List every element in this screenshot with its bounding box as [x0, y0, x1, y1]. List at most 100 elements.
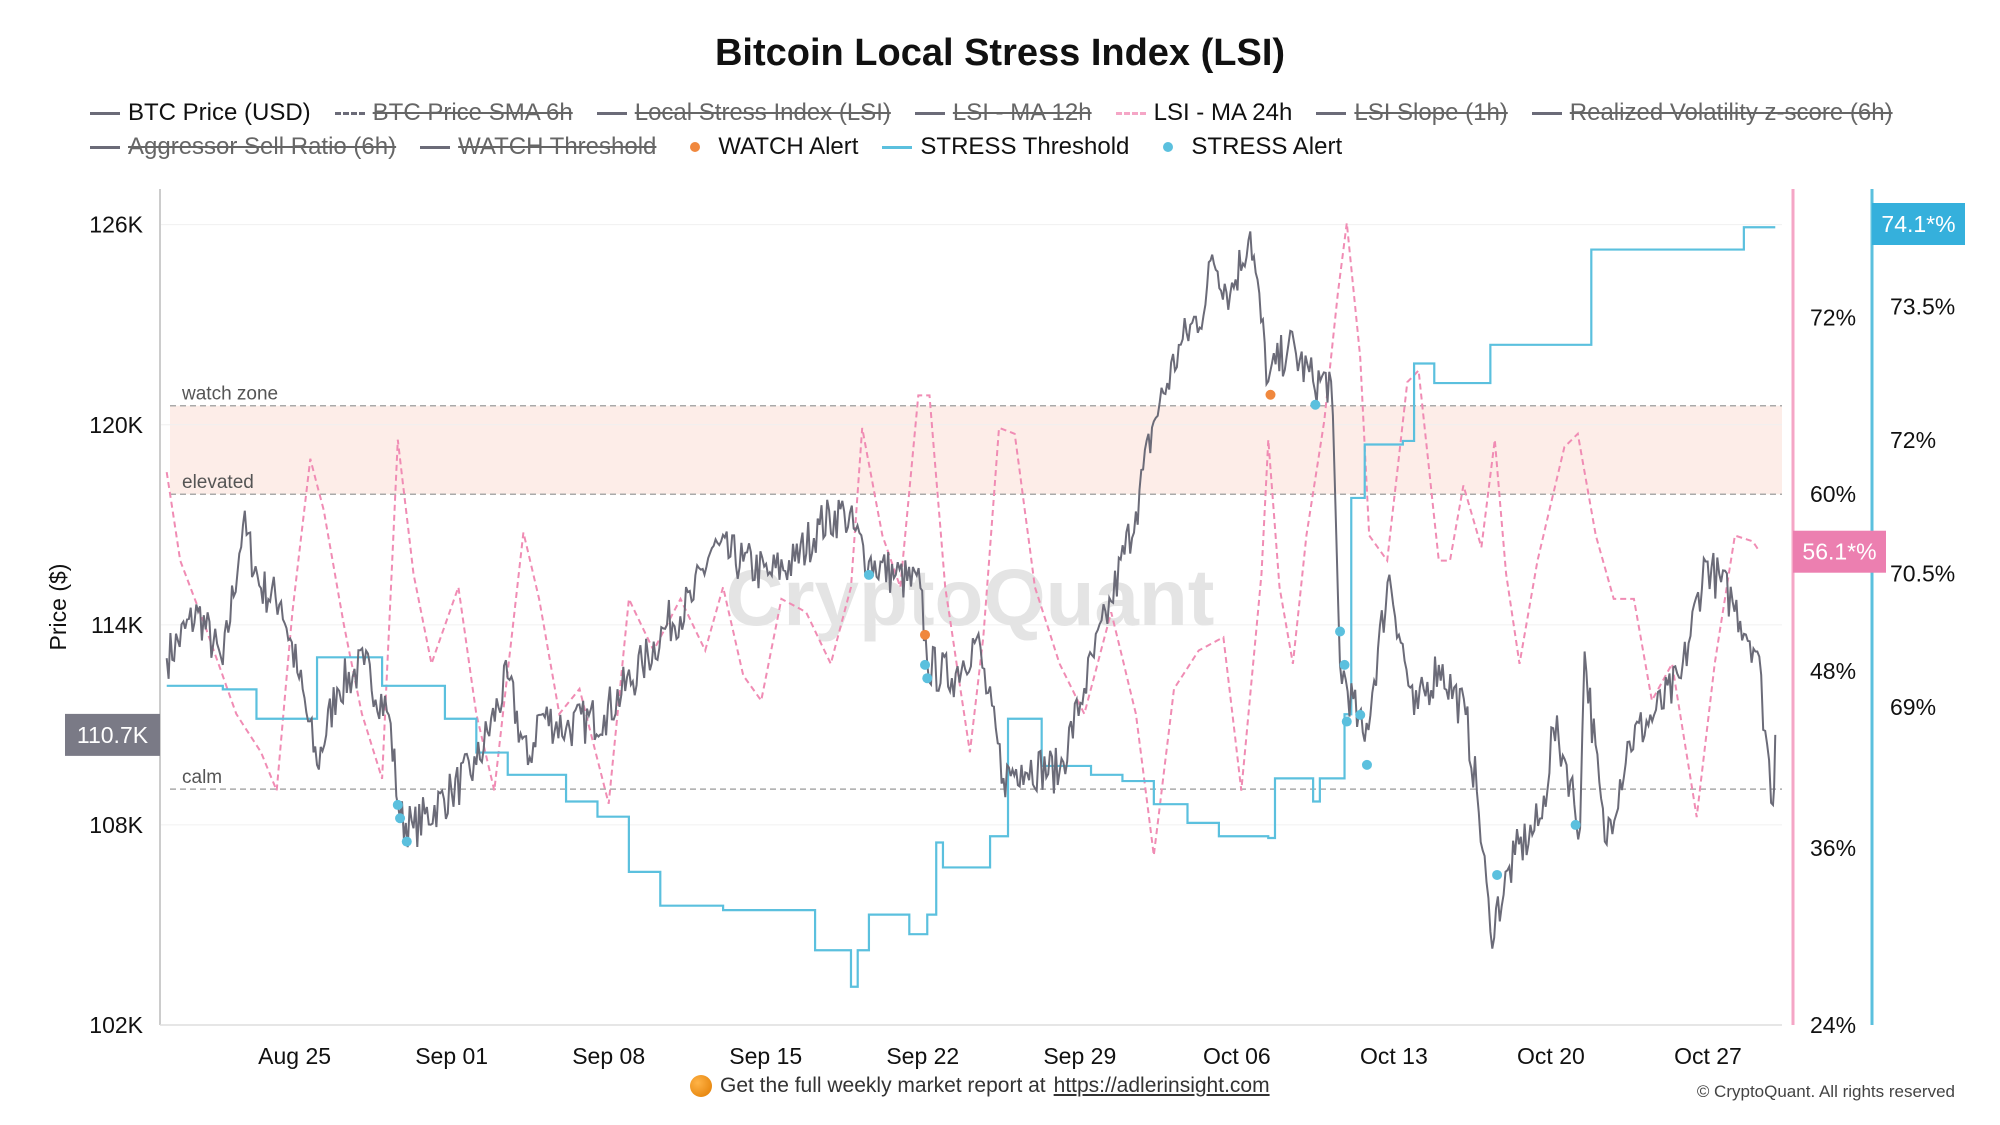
price-tick-label: 102K [89, 1012, 143, 1038]
legend-label: BTC Price SMA 6h [372, 99, 573, 126]
stress-alert-marker [1310, 399, 1321, 410]
lsi-tick-label: 60% [1810, 481, 1856, 507]
copyright: © CryptoQuant. All rights reserved [1696, 1082, 1955, 1101]
legend-dot-icon [1163, 142, 1174, 152]
stress-alert-marker [1339, 659, 1350, 670]
price-axis-title: Price ($) [45, 564, 71, 651]
stress-tick-label: 70.5% [1890, 561, 1955, 587]
zone-label: watch zone [181, 384, 278, 405]
legend-label: Realized Volatility z-score (6h) [1569, 99, 1893, 126]
legend-item[interactable]: BTC Price SMA 6h [334, 99, 573, 127]
legend-label: LSI - MA 24h [1153, 99, 1293, 126]
lsi-tick-label: 24% [1810, 1012, 1856, 1038]
legend-label: WATCH Alert [718, 133, 859, 160]
lsi-tick-label: 36% [1810, 835, 1856, 861]
plot-area [165, 222, 1777, 988]
legend-item[interactable]: LSI Slope (1h) [1316, 99, 1508, 127]
lsi-current-tag: 56.1*% [1802, 539, 1876, 565]
x-tick-label: Oct 13 [1360, 1043, 1428, 1069]
stress-alert-marker [863, 569, 874, 580]
watch-alert-marker [920, 629, 931, 640]
legend-line-icon [334, 111, 365, 115]
stress-alert-marker [920, 659, 931, 670]
stress-tick-label: 72% [1890, 427, 1936, 453]
legend-label: Aggressor Sell Ratio (6h) [128, 133, 397, 160]
legend-line-icon [1316, 111, 1347, 115]
legend-item[interactable]: LSI - MA 12h [914, 99, 1092, 127]
legend-item[interactable]: WATCH Threshold [420, 133, 656, 161]
lsi-tick-label: 72% [1810, 304, 1856, 330]
price-tick-label: 126K [89, 212, 143, 238]
legend-line-icon [90, 145, 120, 149]
legend-row: Aggressor Sell Ratio (6h) WATCH Threshold… [90, 133, 1950, 161]
stress-tick-label: 73.5% [1890, 294, 1955, 320]
x-tick-label: Oct 27 [1674, 1043, 1742, 1069]
legend-item[interactable]: WATCH Alert [680, 133, 858, 161]
footer-text: Get the full weekly market report at [720, 1074, 1046, 1097]
report-link[interactable]: https://adlerinsight.com [1053, 1074, 1270, 1097]
legend-label: LSI Slope (1h) [1354, 99, 1508, 126]
stress-current-tag-bg [1872, 203, 1965, 245]
price-tick-label: 108K [89, 812, 143, 838]
legend-line-icon [1115, 111, 1146, 115]
legend-item[interactable]: Local Stress Index (LSI) [596, 99, 891, 127]
stress-threshold-line [166, 226, 1776, 988]
legend-row: BTC Price (USD) BTC Price SMA 6h Local Str… [90, 99, 1950, 127]
stress-alert-marker [1492, 869, 1503, 880]
price-current-tag: 110.7K [77, 722, 149, 748]
watch-zone-band [170, 405, 1782, 495]
stress-alert-marker [401, 836, 412, 847]
stress-alert-marker [1335, 626, 1346, 637]
legend-label: Local Stress Index (LSI) [634, 99, 891, 126]
legend-line-icon [882, 145, 913, 149]
chart-title: Bitcoin Local Stress Index (LSI) [714, 32, 1286, 74]
legend-item[interactable]: BTC Price (USD) [90, 99, 311, 127]
legend-label: STRESS Threshold [920, 133, 1130, 160]
legend-line-icon [1531, 111, 1562, 115]
stress-alert-marker [1570, 819, 1581, 830]
zone-label: elevated [182, 472, 254, 493]
x-tick-label: Sep 08 [572, 1043, 645, 1069]
legend-item[interactable]: Realized Volatility z-score (6h) [1531, 99, 1893, 127]
legend-label: BTC Price (USD) [128, 99, 311, 126]
footer: Get the full weekly market report at htt… [690, 1074, 1270, 1098]
legend-line-icon [90, 111, 120, 115]
stress-alert-marker [395, 813, 406, 824]
legend-item[interactable]: Aggressor Sell Ratio (6h) [90, 133, 396, 161]
stress-alert-marker [1355, 709, 1366, 720]
x-tick-label: Sep 22 [886, 1043, 959, 1069]
stress-alert-marker [1361, 759, 1372, 770]
legend-item[interactable]: STRESS Alert [1153, 133, 1342, 161]
btc-price-line [165, 231, 1777, 949]
stress-tick-label: 69% [1890, 694, 1936, 720]
legend-line-icon [420, 145, 451, 149]
legend-label: WATCH Threshold [458, 133, 657, 160]
x-tick-label: Oct 06 [1203, 1043, 1271, 1069]
legend-item[interactable]: STRESS Threshold [882, 133, 1129, 161]
x-tick-label: Aug 25 [258, 1043, 331, 1069]
zone-label: calm [182, 767, 222, 788]
lsi-ma24h-line [165, 222, 1761, 856]
stress-alert-marker [1341, 716, 1352, 727]
legend-label: STRESS Alert [1191, 133, 1343, 160]
stress-current-tag: 74.1*% [1881, 211, 1955, 237]
x-tick-label: Sep 01 [415, 1043, 488, 1069]
legend-item[interactable]: LSI - MA 24h [1115, 99, 1293, 127]
stress-alert-marker [922, 673, 933, 684]
x-tick-label: Sep 29 [1043, 1043, 1116, 1069]
price-current-tag-bg [65, 713, 160, 756]
price-tick-label: 120K [89, 412, 143, 438]
legend-line-icon [914, 111, 945, 115]
globe-icon [690, 1075, 712, 1097]
price-tick-label: 114K [91, 612, 144, 638]
lsi-current-tag-bg [1793, 530, 1886, 573]
legend: BTC Price (USD) BTC Price SMA 6h Local Str… [90, 99, 1950, 168]
stress-alert-marker [392, 799, 403, 810]
watch-alert-marker [1265, 389, 1276, 400]
x-tick-label: Sep 15 [729, 1043, 802, 1069]
legend-label: LSI - MA 12h [952, 99, 1092, 126]
x-tick-label: Oct 20 [1517, 1043, 1585, 1069]
legend-line-icon [596, 111, 627, 115]
